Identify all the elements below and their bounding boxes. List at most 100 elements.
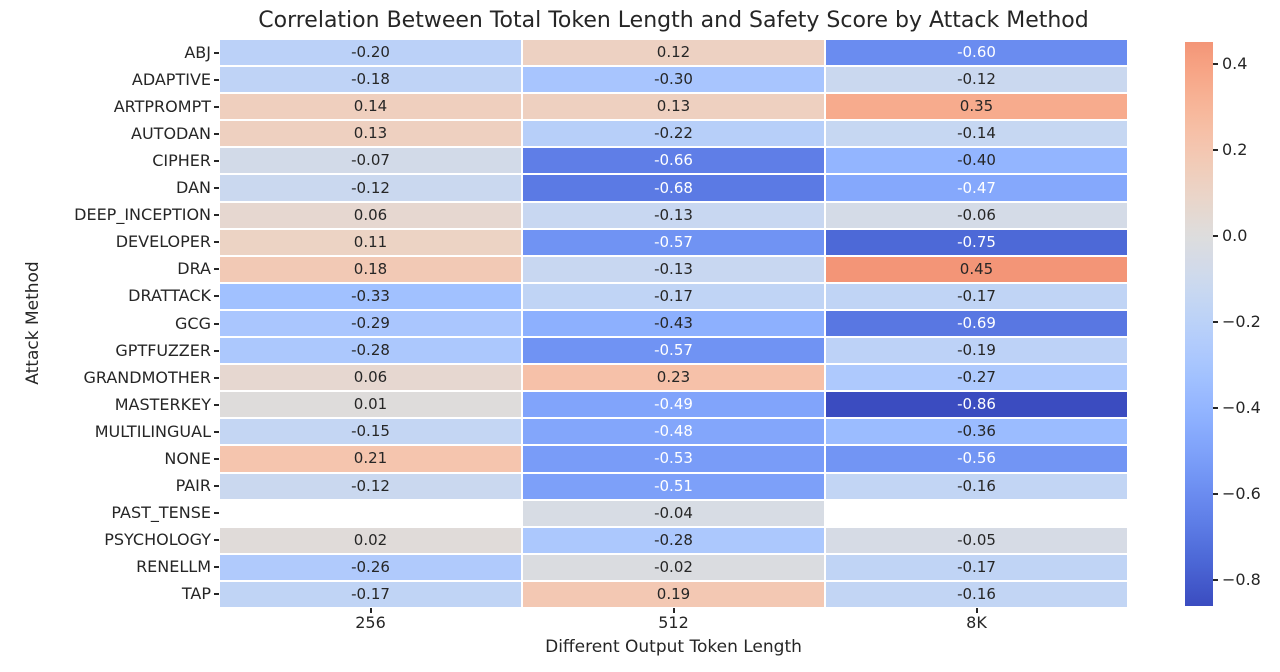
y-tick-mark (214, 512, 219, 515)
heatmap-cell: -0.56 (826, 446, 1127, 472)
heatmap-cell: -0.30 (523, 67, 824, 93)
colorbar-tick-mark (1213, 493, 1218, 496)
y-tick-mark (214, 376, 219, 379)
heatmap-cell: -0.28 (523, 527, 824, 553)
heatmap-cell: 0.02 (220, 527, 521, 553)
y-tick-label: PSYCHOLOGY (104, 530, 211, 550)
heatmap-cell: -0.17 (826, 283, 1127, 309)
y-tick-label: ARTPROMPT (113, 96, 211, 116)
heatmap-cell: -0.49 (523, 392, 824, 418)
heatmap-cell: -0.57 (523, 338, 824, 364)
heatmap-cell: -0.06 (826, 202, 1127, 228)
y-tick-label: DAN (176, 178, 211, 198)
y-tick-mark (214, 430, 219, 433)
y-tick-mark (214, 132, 219, 135)
heatmap-cell: -0.19 (826, 338, 1127, 364)
heatmap-cell: -0.13 (523, 202, 824, 228)
heatmap-cell: -0.29 (220, 310, 521, 337)
y-tick-label: NONE (164, 448, 211, 468)
y-tick-label: RENELLM (136, 557, 211, 577)
heatmap-cell: -0.47 (826, 175, 1127, 201)
x-tick-label: 8K (966, 613, 987, 632)
heatmap-cell: -0.36 (826, 419, 1127, 445)
y-tick-mark (214, 539, 219, 542)
heatmap-cell: -0.13 (523, 256, 824, 282)
colorbar-tick-mark (1213, 579, 1218, 582)
y-tick-label: ABJ (184, 42, 211, 62)
y-tick-mark (214, 349, 219, 352)
heatmap-cell: -0.18 (220, 67, 521, 93)
y-tick-mark (214, 485, 219, 488)
colorbar-tick-label: −0.2 (1222, 311, 1261, 331)
y-tick-label: MASTERKEY (114, 394, 211, 414)
heatmap-cell: 0.01 (220, 392, 521, 418)
heatmap-cell: -0.14 (826, 121, 1127, 147)
heatmap-cell: 0.18 (220, 256, 521, 282)
y-tick-label: PAIR (175, 476, 211, 496)
heatmap-cell: -0.68 (523, 175, 824, 201)
heatmap-cell: -0.57 (523, 229, 824, 255)
y-tick-mark (214, 241, 219, 244)
y-tick-label: GCG (175, 313, 211, 333)
y-tick-label: DRATTACK (128, 286, 211, 306)
heatmap-cell: -0.17 (523, 283, 824, 309)
y-tick-label: DEVELOPER (115, 232, 211, 252)
heatmap-cell: -0.22 (523, 121, 824, 147)
heatmap-cell: 0.19 (523, 581, 824, 607)
colorbar-tick-label: −0.8 (1222, 570, 1261, 590)
heatmap-cell: -0.27 (826, 365, 1127, 391)
colorbar-tick-label: 0.2 (1222, 139, 1248, 159)
y-tick-mark (214, 566, 219, 569)
y-tick-label: ADAPTIVE (131, 69, 211, 89)
heatmap-cell: -0.69 (826, 310, 1127, 337)
heatmap-cell: -0.17 (220, 581, 521, 607)
x-tick-label: 256 (355, 613, 386, 632)
heatmap-cell: 0.23 (523, 365, 824, 391)
heatmap-cell: -0.33 (220, 283, 521, 309)
heatmap-cell: -0.40 (826, 148, 1127, 174)
colorbar-tick-label: 0.4 (1222, 53, 1248, 73)
heatmap-cell: -0.05 (826, 527, 1127, 553)
y-tick-mark (214, 457, 219, 460)
heatmap-cell: -0.07 (220, 148, 521, 174)
y-tick-mark (214, 187, 219, 190)
colorbar-tick-label: 0.0 (1222, 225, 1248, 245)
heatmap-cell: -0.53 (523, 446, 824, 472)
heatmap-cell: -0.48 (523, 419, 824, 445)
colorbar (1185, 42, 1213, 606)
y-tick-label: DEEP_INCEPTION (74, 205, 211, 225)
heatmap-cell: -0.66 (523, 148, 824, 174)
heatmap-cell: 0.06 (220, 365, 521, 391)
heatmap-cell: -0.12 (826, 67, 1127, 93)
heatmap-cell: -0.17 (826, 554, 1127, 580)
heatmap-cell: 0.45 (826, 256, 1127, 282)
colorbar-tick-mark (1213, 320, 1218, 323)
heatmap-cell: -0.16 (826, 581, 1127, 607)
y-tick-mark (214, 105, 219, 108)
heatmap-cell: -0.20 (220, 40, 521, 66)
heatmap-cell: -0.04 (523, 500, 824, 526)
colorbar-tick-mark (1213, 62, 1218, 65)
heatmap-cell: -0.26 (220, 554, 521, 580)
heatmap-grid: -0.20 0.12 -0.60 -0.18 -0.30 -0.12 0.14 0.13 0.3… (220, 40, 1127, 607)
y-tick-mark (214, 403, 219, 406)
heatmap-cell: 0.13 (220, 121, 521, 147)
y-tick-label: PAST_TENSE (111, 503, 211, 523)
x-tick-label: 512 (658, 613, 689, 632)
y-tick-mark (214, 51, 219, 54)
heatmap-cell: 0.12 (523, 40, 824, 66)
x-tick-mark (672, 608, 675, 613)
y-tick-mark (214, 593, 219, 596)
y-tick-label: CIPHER (152, 150, 211, 170)
colorbar-tick-mark (1213, 148, 1218, 151)
y-tick-mark (214, 322, 219, 325)
y-tick-mark (214, 295, 219, 298)
heatmap-cell: -0.15 (220, 419, 521, 445)
heatmap-cell: -0.43 (523, 310, 824, 337)
y-tick-label: GRANDMOTHER (83, 367, 211, 387)
heatmap-cell: -0.60 (826, 40, 1127, 66)
x-axis-label: Different Output Token Length (545, 637, 802, 657)
x-tick-mark (369, 608, 372, 613)
colorbar-tick-label: −0.4 (1222, 397, 1261, 417)
